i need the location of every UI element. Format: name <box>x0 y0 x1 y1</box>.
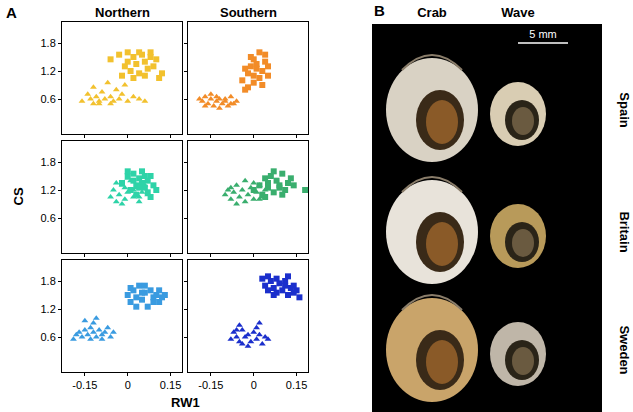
svg-text:Sweden: Sweden <box>617 325 632 374</box>
svg-text:B: B <box>374 2 385 19</box>
svg-text:RW1: RW1 <box>171 395 200 410</box>
svg-text:0: 0 <box>251 379 257 391</box>
svg-text:CS: CS <box>11 187 26 205</box>
svg-text:0.6: 0.6 <box>41 212 56 224</box>
svg-text:1.8: 1.8 <box>41 37 56 49</box>
svg-text:Britain: Britain <box>617 211 632 252</box>
svg-text:-0.15: -0.15 <box>198 379 223 391</box>
svg-text:Crab: Crab <box>417 5 447 20</box>
svg-text:1.2: 1.2 <box>41 184 56 196</box>
svg-text:0.6: 0.6 <box>41 93 56 105</box>
svg-text:0.6: 0.6 <box>41 331 56 343</box>
svg-text:0.15: 0.15 <box>286 379 307 391</box>
svg-text:A: A <box>6 4 17 21</box>
svg-text:1.2: 1.2 <box>41 65 56 77</box>
svg-text:1.8: 1.8 <box>41 156 56 168</box>
svg-text:0.15: 0.15 <box>160 379 181 391</box>
svg-text:1.8: 1.8 <box>41 275 56 287</box>
svg-text:Southern: Southern <box>220 5 277 20</box>
svg-text:1.2: 1.2 <box>41 303 56 315</box>
svg-text:-0.15: -0.15 <box>72 379 97 391</box>
svg-text:Northern: Northern <box>95 5 150 20</box>
svg-text:Spain: Spain <box>617 92 632 127</box>
svg-text:5 mm: 5 mm <box>529 28 557 40</box>
svg-text:0: 0 <box>125 379 131 391</box>
svg-text:Wave: Wave <box>501 5 534 20</box>
